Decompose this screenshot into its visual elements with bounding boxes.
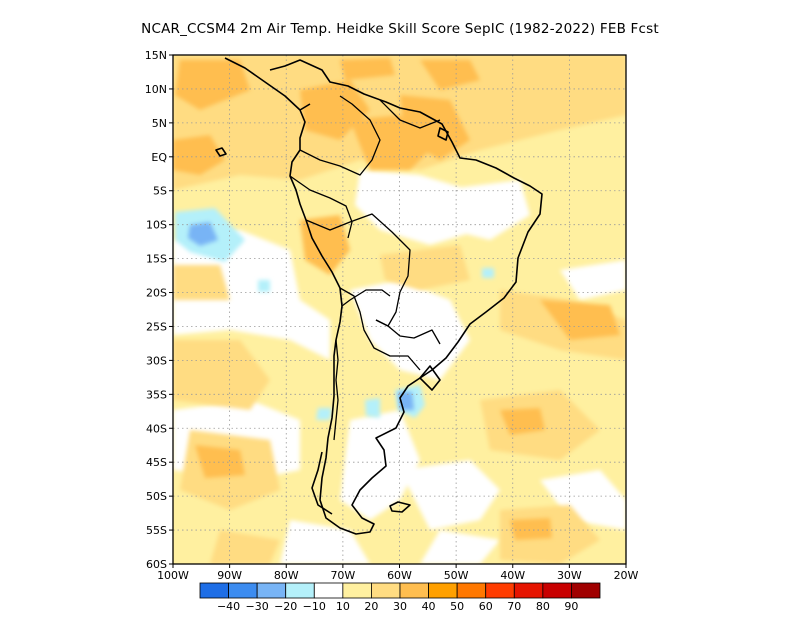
lon-tick-label: 60W — [387, 569, 412, 582]
colorbar-swatch — [342, 582, 372, 599]
lat-tick-label: 35S — [146, 388, 167, 401]
colorbar-swatch — [256, 582, 287, 599]
colorbar-tick-label: 80 — [536, 600, 550, 613]
colorbar-swatch — [399, 582, 429, 599]
colorbar-swatch — [513, 582, 544, 599]
lon-tick-label: 70W — [330, 569, 355, 582]
lat-tick-label: 10N — [145, 83, 167, 96]
colorbar-tick-label: −10 — [303, 600, 326, 613]
lat-tick-label: 15N — [145, 49, 167, 62]
colorbar-swatch — [313, 582, 344, 599]
lat-tick-label: 20S — [146, 287, 167, 300]
colorbar-tick-labels: −40 −30 −20 −10 10 20 30 40 50 60 70 80 90 — [217, 600, 578, 613]
lat-tick-label: 5N — [152, 117, 167, 130]
colorbar-swatch — [371, 582, 401, 599]
colorbar-tick-label: 60 — [479, 600, 493, 613]
colorbar-tick-label: −40 — [217, 600, 240, 613]
latitude-axis: 15N 10N 5N EQ 5S 10S 15S 20S 25S 30S 35S 40S 45S 50S 5… — [145, 49, 173, 571]
lat-tick-label: 25S — [146, 320, 167, 333]
colorbar-swatch — [571, 582, 601, 599]
lat-tick-label: 55S — [146, 524, 167, 537]
lon-tick-label: 30W — [557, 569, 582, 582]
colorbar-tick-label: 10 — [336, 600, 350, 613]
colorbar — [199, 582, 601, 599]
colorbar-swatch — [485, 582, 515, 599]
colorbar-tick-label: 40 — [422, 600, 436, 613]
lat-tick-label: 15S — [146, 253, 167, 266]
country-borders — [289, 95, 441, 441]
colorbar-tick-label: −20 — [274, 600, 297, 613]
lat-tick-label: 10S — [146, 219, 167, 232]
colorbar-tick-label: 70 — [507, 600, 521, 613]
lat-tick-label: 60S — [146, 558, 167, 571]
colorbar-tick-label: 30 — [393, 600, 407, 613]
colorbar-swatch — [285, 582, 315, 599]
colorbar-tick-label: −30 — [246, 600, 269, 613]
colorbar-tick-label: 90 — [564, 600, 578, 613]
lat-tick-label: 40S — [146, 422, 167, 435]
lat-tick-label: 5S — [153, 185, 167, 198]
colorbar-swatch — [228, 582, 258, 599]
lat-tick-label: EQ — [151, 151, 167, 164]
lat-tick-label: 50S — [146, 490, 167, 503]
lat-tick-label: 45S — [146, 456, 167, 469]
lon-tick-label: 100W — [157, 569, 189, 582]
colorbar-tick-label: 20 — [364, 600, 378, 613]
lon-tick-label: 80W — [274, 569, 299, 582]
colorbar-swatch — [199, 582, 229, 599]
lat-tick-label: 30S — [146, 354, 167, 367]
lon-tick-label: 20W — [614, 569, 639, 582]
colorbar-swatch — [428, 582, 458, 599]
lon-tick-label: 40W — [500, 569, 525, 582]
colorbar-tick-label: 50 — [450, 600, 464, 613]
lon-tick-label: 90W — [217, 569, 242, 582]
map-title: NCAR_CCSM4 2m Air Temp. Heidke Skill Sco… — [141, 21, 659, 37]
colorbar-swatch — [456, 582, 487, 599]
longitude-axis: 100W 90W 80W 70W 60W 50W 40W 30W 20W — [157, 564, 639, 582]
lon-tick-label: 50W — [444, 569, 469, 582]
colorbar-swatch — [542, 582, 572, 599]
